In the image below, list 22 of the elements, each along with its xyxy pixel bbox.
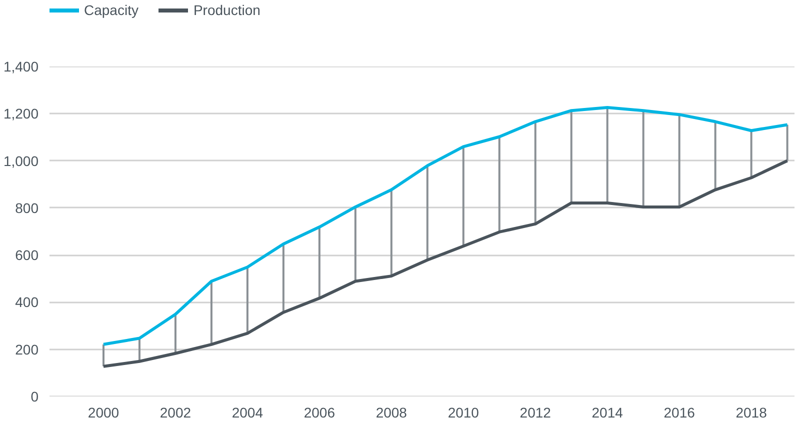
x-tick-label: 2016: [664, 404, 696, 420]
x-tick-label: 2000: [88, 404, 120, 420]
x-tick-label: 2012: [520, 404, 552, 420]
x-tick-label: 2006: [304, 404, 336, 420]
legend-label: Capacity: [84, 2, 138, 18]
y-tick-label: 200: [15, 341, 39, 358]
y-tick-label: 1,400: [3, 58, 39, 74]
y-tick-label: 400: [15, 294, 39, 310]
x-tick-label: 2008: [376, 404, 408, 420]
y-tick-label: 800: [15, 200, 39, 216]
y-tick-label: 1,000: [3, 152, 39, 169]
y-tick-label: 600: [15, 247, 39, 264]
x-tick-label: 2010: [448, 404, 480, 420]
legend-label: Production: [193, 2, 260, 18]
x-tick-label: 2014: [592, 404, 624, 420]
y-tick-label: 1,200: [3, 106, 39, 122]
x-tick-label: 2018: [736, 404, 768, 420]
x-tick-label: 2004: [232, 404, 264, 420]
line-series: [102, 159, 789, 368]
x-tick-label: 2002: [160, 404, 192, 420]
line-series: [102, 106, 789, 346]
y-tick-label: 0: [30, 388, 39, 404]
